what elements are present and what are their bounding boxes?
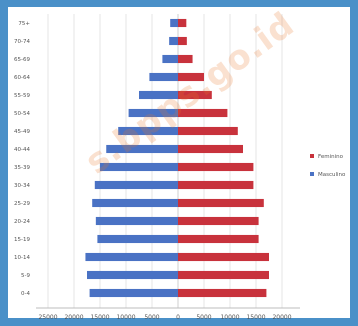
bar-masculino bbox=[89, 288, 178, 298]
bar-masculino bbox=[169, 36, 178, 46]
y-tick-label: 15-19 bbox=[14, 237, 30, 243]
bar-masculino bbox=[139, 90, 178, 100]
x-tick-label: 0 bbox=[176, 314, 180, 321]
legend-swatch bbox=[310, 172, 314, 176]
x-tick-label: 5000 bbox=[196, 314, 211, 321]
y-tick-label: 50-54 bbox=[14, 111, 30, 117]
bar-masculino bbox=[85, 252, 178, 262]
bar-feminino bbox=[178, 126, 238, 136]
y-tick-label: 35-39 bbox=[14, 165, 30, 171]
y-tick-label: 45-49 bbox=[14, 129, 30, 135]
y-tick-label: 25-29 bbox=[14, 201, 30, 207]
bar-masculino bbox=[97, 234, 178, 244]
bar-feminino bbox=[178, 270, 269, 280]
bar-feminino bbox=[178, 180, 254, 190]
x-tick-label: 10000 bbox=[220, 314, 239, 321]
bar-feminino bbox=[178, 162, 254, 172]
x-tick-label: 10000 bbox=[116, 314, 135, 321]
x-tick-label: 15000 bbox=[90, 314, 109, 321]
y-tick-label: 55-59 bbox=[14, 93, 30, 99]
y-tick-label: 40-44 bbox=[14, 147, 30, 153]
x-tick-label: 20000 bbox=[64, 314, 83, 321]
bar-feminino bbox=[178, 198, 264, 208]
bar-masculino bbox=[128, 108, 178, 118]
y-tick-label: 5-9 bbox=[21, 273, 30, 279]
bar-feminino bbox=[178, 36, 187, 46]
legend-label: Masculino bbox=[318, 172, 346, 178]
x-tick-label: 20000 bbox=[272, 314, 291, 321]
bar-masculino bbox=[94, 180, 178, 190]
bar-feminino bbox=[178, 216, 259, 226]
y-tick-label: 0-4 bbox=[21, 291, 30, 297]
legend-swatch bbox=[310, 154, 314, 158]
bar-masculino bbox=[95, 216, 178, 226]
bar-masculino bbox=[170, 18, 178, 28]
bar-feminino bbox=[178, 252, 269, 262]
bar-feminino bbox=[178, 54, 193, 64]
bar-masculino bbox=[118, 126, 178, 136]
bar-feminino bbox=[178, 90, 212, 100]
bar-masculino bbox=[87, 270, 178, 280]
bar-feminino bbox=[178, 288, 267, 298]
bar-feminino bbox=[178, 108, 228, 118]
y-tick-label: 30-34 bbox=[14, 183, 30, 189]
y-tick-label: 75+ bbox=[18, 21, 30, 27]
bar-masculino bbox=[149, 72, 178, 82]
bar-masculino bbox=[92, 198, 178, 208]
bar-masculino bbox=[106, 144, 178, 154]
y-tick-label: 65-69 bbox=[14, 57, 30, 63]
x-tick-label: 15000 bbox=[246, 314, 265, 321]
y-tick-label: 70-74 bbox=[14, 39, 30, 45]
bar-feminino bbox=[178, 144, 243, 154]
x-tick-label: 5000 bbox=[144, 314, 159, 321]
bar-feminino bbox=[178, 234, 259, 244]
bar-feminino bbox=[178, 18, 187, 28]
legend-label: Feminino bbox=[318, 154, 344, 160]
bar-feminino bbox=[178, 72, 204, 82]
y-tick-label: 10-14 bbox=[14, 255, 30, 261]
y-tick-label: 60-64 bbox=[14, 75, 30, 81]
x-tick-label: 25000 bbox=[38, 314, 57, 321]
bar-masculino bbox=[162, 54, 178, 64]
y-tick-label: 20-24 bbox=[14, 219, 30, 225]
bar-masculino bbox=[100, 162, 178, 172]
